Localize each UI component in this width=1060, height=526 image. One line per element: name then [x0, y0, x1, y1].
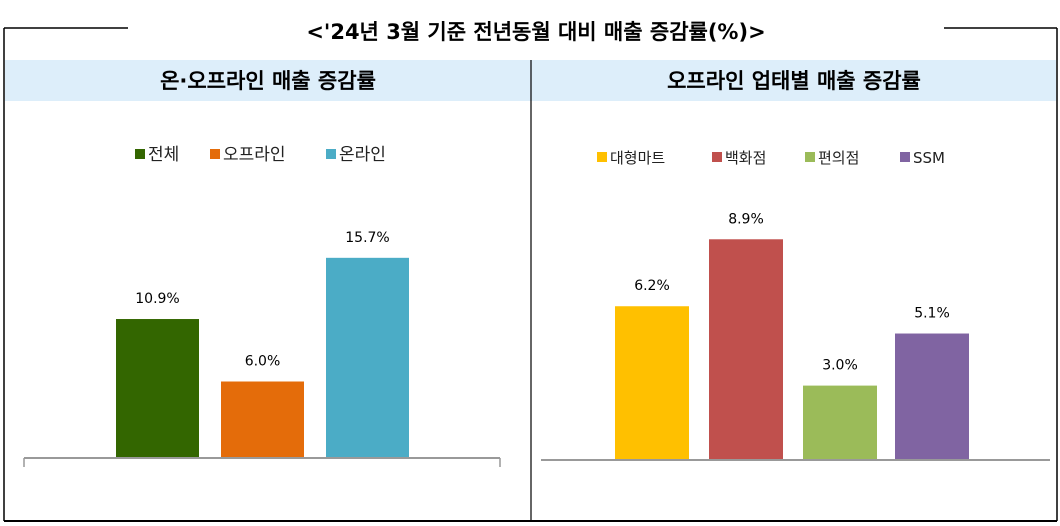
legend-swatch-0-2 [326, 149, 336, 159]
data-label-1-0: 6.2% [634, 278, 670, 294]
data-label-1-2: 3.0% [822, 358, 858, 374]
legend-label-1-3: SSM [913, 149, 945, 167]
legend-label-1-2: 편의점 [818, 149, 859, 167]
data-label-0-0: 10.9% [135, 291, 179, 307]
legend-label-0-2: 온라인 [339, 145, 386, 165]
main-title: <'24년 3월 기준 전년동월 대비 매출 증감률(%)> [306, 20, 765, 44]
bar-0-1 [221, 381, 304, 458]
chart-title-left: 온·오프라인 매출 증감률 [160, 69, 376, 93]
legend-label-0-0: 전체 [148, 145, 179, 165]
bar-1-0 [615, 306, 689, 460]
legend-swatch-1-3 [900, 152, 910, 162]
legend-swatch-0-0 [135, 149, 145, 159]
data-label-1-1: 8.9% [728, 211, 764, 227]
bar-1-3 [895, 333, 969, 460]
data-label-0-2: 15.7% [345, 230, 389, 246]
data-label-0-1: 6.0% [245, 354, 281, 370]
chart-title-right: 오프라인 업태별 매출 증감률 [667, 69, 921, 93]
data-label-1-3: 5.1% [914, 306, 950, 322]
legend-swatch-1-0 [597, 152, 607, 162]
bar-1-2 [803, 385, 877, 460]
legend-swatch-1-1 [712, 152, 722, 162]
legend-swatch-1-2 [805, 152, 815, 162]
legend-swatch-0-1 [210, 149, 220, 159]
bar-1-1 [709, 239, 783, 460]
legend-label-1-0: 대형마트 [610, 149, 665, 167]
legend-label-1-1: 백화점 [725, 149, 766, 167]
bar-0-2 [326, 257, 409, 458]
legend-label-0-1: 오프라인 [223, 145, 286, 165]
bar-0-0 [116, 319, 199, 458]
